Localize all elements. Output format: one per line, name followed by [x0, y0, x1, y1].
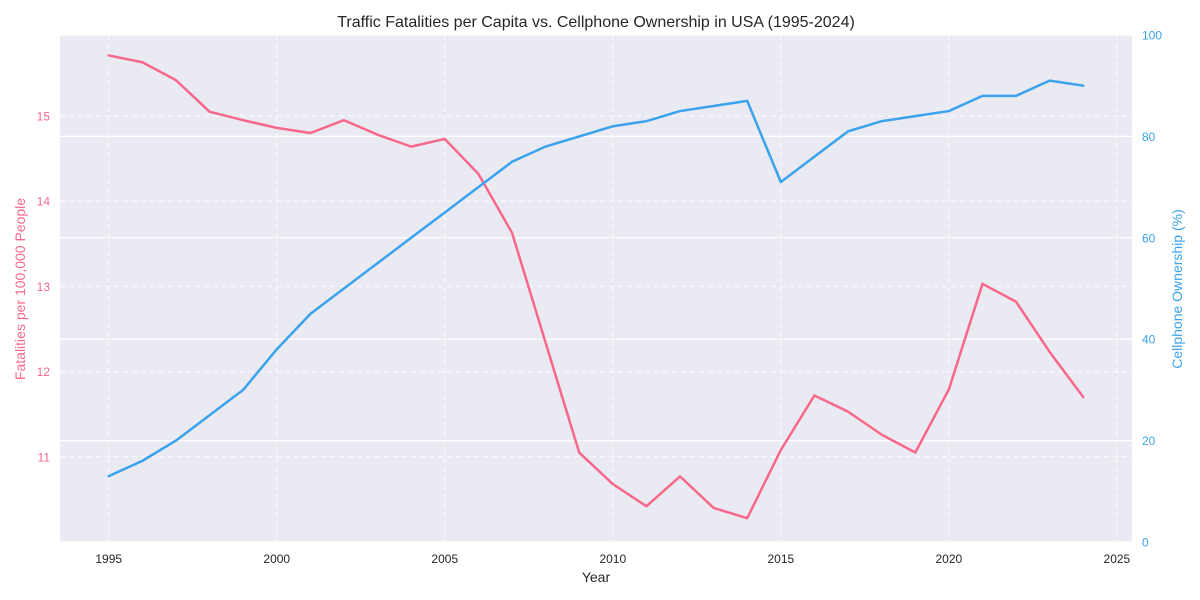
plot-background [60, 35, 1132, 542]
series-layer [107, 54, 1085, 520]
x-tick-label: 2010 [599, 552, 626, 566]
y-right-tick-label: 0 [1142, 536, 1149, 550]
y-right-tick-label: 40 [1142, 333, 1156, 347]
y-left-tick-label: 14 [37, 195, 51, 209]
y-axis-left-label: Fatalities per 100,000 People [12, 198, 28, 380]
x-tick-label: 2015 [767, 552, 794, 566]
series-line-left [107, 54, 1085, 520]
ticks-layer: 0 20 40 60 80 100 11 12 13 14 15 1995 2000 2005 2010 20… [37, 29, 1163, 567]
grid-x-dashed [108, 35, 1118, 542]
x-axis-label: Year [582, 569, 611, 585]
y-right-tick-label: 20 [1142, 434, 1156, 448]
y-right-tick-label: 60 [1142, 231, 1156, 245]
x-tick-label: 1995 [95, 552, 122, 566]
x-tick-label: 2020 [936, 552, 963, 566]
y-right-tick-label: 80 [1142, 130, 1156, 144]
grid-right-solid [60, 34, 1132, 543]
y-right-tick-label: 100 [1142, 29, 1162, 43]
y-left-tick-label: 13 [37, 280, 51, 294]
y-left-tick-label: 15 [37, 109, 51, 123]
chart-title: Traffic Fatalities per Capita vs. Cellph… [337, 14, 855, 31]
y-left-tick-label: 12 [37, 365, 51, 379]
x-tick-label: 2005 [431, 552, 458, 566]
y-axis-right-label: Cellphone Ownership (%) [1169, 209, 1185, 369]
series-line-right [107, 79, 1085, 478]
x-tick-label: 2025 [1104, 552, 1131, 566]
y-left-tick-label: 11 [38, 450, 51, 464]
x-tick-label: 2000 [263, 552, 290, 566]
